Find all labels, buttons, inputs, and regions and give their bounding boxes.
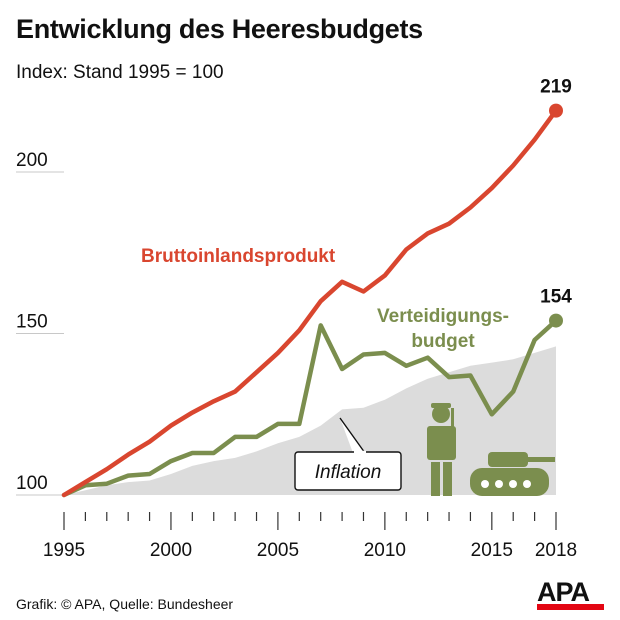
apa-logo: APA: [537, 577, 604, 610]
x-tick-label: 2015: [471, 540, 513, 561]
defense-end-label: 154: [540, 287, 572, 308]
apa-logo-bar: [537, 604, 604, 610]
source-credit: Grafik: © APA, Quelle: Bundesheer: [16, 596, 234, 612]
x-tick-label: 1995: [43, 540, 85, 561]
y-tick-label: 150: [16, 312, 48, 333]
defense-budget-line: [61, 318, 559, 498]
x-tick-label: 2005: [257, 540, 299, 561]
y-tick-label: 100: [16, 473, 48, 494]
y-tick-label: 200: [16, 150, 48, 171]
inflation-label: Inflation: [315, 462, 382, 483]
apa-logo-text: APA: [537, 577, 590, 607]
defense-series-label-line2: budget: [411, 331, 475, 352]
x-tick-label: 2010: [364, 540, 406, 561]
chart-title: Entwicklung des Heeresbudgets: [16, 14, 423, 44]
x-tick-label: 2000: [150, 540, 192, 561]
gdp-end-point: [549, 103, 563, 118]
gdp-line: [61, 108, 559, 498]
inflation-callout-box: [294, 451, 402, 491]
defense-series-label-line1: Verteidigungs-: [377, 306, 509, 327]
chart-subtitle: Index: Stand 1995 = 100: [16, 62, 224, 83]
tank-icon: [470, 452, 555, 496]
x-axis-ticks: [63, 512, 557, 530]
defense-end-point: [549, 313, 563, 328]
gdp-end-label: 219: [540, 77, 572, 98]
x-tick-label: 2018: [535, 540, 577, 561]
soldier-icon: [427, 403, 456, 496]
gdp-series-label: Bruttoinlandsprodukt: [141, 246, 336, 267]
